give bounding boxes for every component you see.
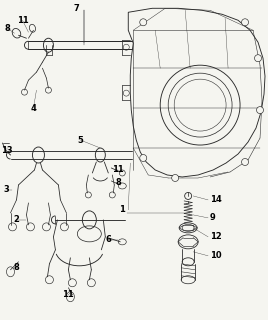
Text: 2: 2 [14,215,19,224]
Circle shape [241,19,248,26]
Text: 8: 8 [5,24,10,33]
Text: 3: 3 [4,186,9,195]
Circle shape [172,174,179,181]
Polygon shape [128,8,265,177]
Text: 13: 13 [1,146,12,155]
Text: 6: 6 [105,235,111,244]
Text: 4: 4 [31,104,36,113]
Text: 8: 8 [116,179,121,188]
Text: 8: 8 [14,263,19,272]
Text: 11: 11 [62,290,74,299]
Circle shape [241,158,248,165]
Text: 7: 7 [73,4,79,13]
Text: 11: 11 [17,16,28,25]
Text: 14: 14 [210,196,222,204]
Circle shape [140,155,147,162]
Text: 1: 1 [119,205,125,214]
Circle shape [256,107,263,114]
Text: 11: 11 [112,165,124,174]
Text: 9: 9 [210,213,216,222]
Text: 5: 5 [77,136,83,145]
Circle shape [255,55,262,62]
Circle shape [140,19,147,26]
Text: 10: 10 [210,251,222,260]
Text: 12: 12 [210,232,222,241]
